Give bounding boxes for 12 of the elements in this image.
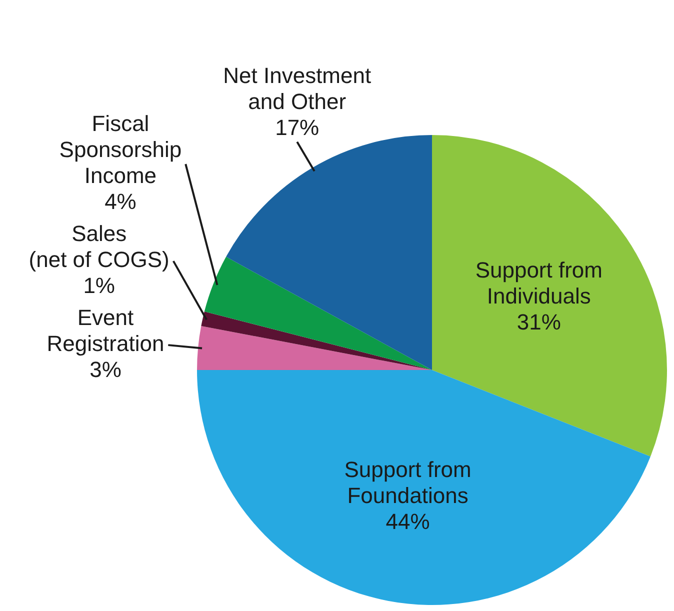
slice-label: Sales (net of COGS) [28,221,170,272]
data-label: 3% [90,357,122,382]
slice-label: Event Registration [46,305,164,356]
data-label: 1% [83,273,115,298]
data-label: 44% [386,509,430,534]
data-label: 4% [104,189,136,214]
data-label: 31% [516,309,561,334]
data-label: 17% [275,114,320,140]
slice-label: Net Investment and Other [223,62,372,114]
slice-label: Support from Individuals [475,257,602,308]
slice-label: Support from Foundations [344,457,472,508]
slice-label: Fiscal Sponsorship Income [59,111,182,188]
